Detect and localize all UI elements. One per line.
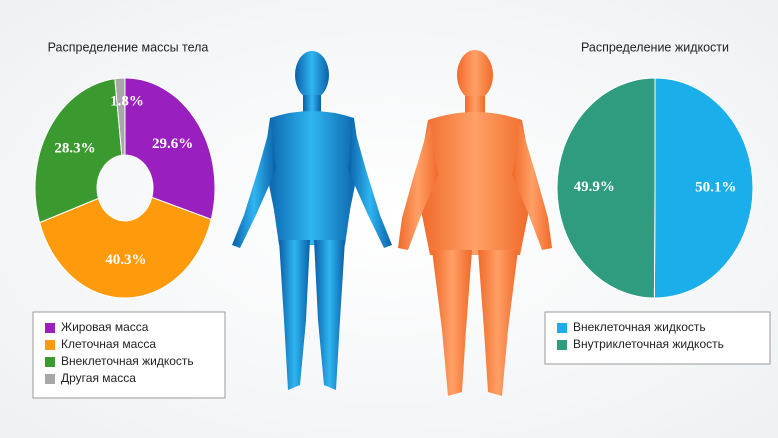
pie-slice <box>38 196 212 299</box>
legend-label: Внеклеточная жидкость <box>573 320 706 334</box>
value-label: 1.8% <box>110 94 144 110</box>
legend-swatch <box>45 374 55 384</box>
legend-swatch <box>45 340 55 350</box>
pie-slice <box>653 77 754 299</box>
legend-label: Клеточная масса <box>61 337 156 351</box>
legend-label: Жировая масса <box>61 320 149 334</box>
value-label: 29.6% <box>152 136 193 152</box>
human-figure-blue <box>232 51 392 390</box>
legend-label: Внеклеточная жидкость <box>61 354 194 368</box>
legend-swatch <box>557 340 567 350</box>
legend-label: Внутриклеточная жидкость <box>573 337 724 351</box>
legend-swatch <box>45 323 55 333</box>
legend-swatch <box>45 357 55 367</box>
legend-swatch <box>557 323 567 333</box>
value-label: 50.1% <box>695 180 736 196</box>
value-label: 40.3% <box>105 252 146 268</box>
legend-box <box>32 311 226 399</box>
legend-box <box>544 311 771 365</box>
chart-title: Распределение жидкости <box>581 40 729 54</box>
pie-slice <box>114 77 126 156</box>
pie-slice <box>34 78 123 224</box>
value-label: 28.3% <box>54 140 95 156</box>
pie-slice <box>556 77 656 299</box>
chart-title: Распределение массы тела <box>48 40 209 54</box>
value-label: 49.9% <box>574 179 615 195</box>
legend-label: Другая масса <box>61 371 136 385</box>
human-figure-orange <box>398 50 552 396</box>
pie-slice <box>124 77 216 221</box>
